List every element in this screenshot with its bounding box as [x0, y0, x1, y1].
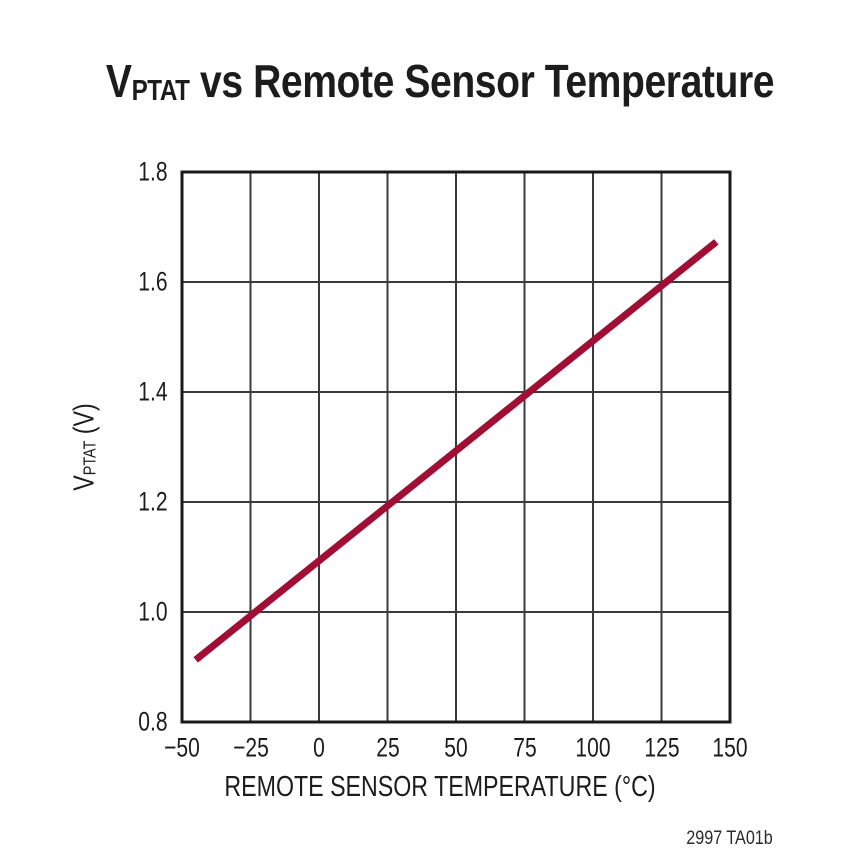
y-tick-label: 1.2	[138, 486, 168, 517]
y-axis-label: VPTAT (V)	[69, 403, 102, 490]
chart-title-rest: vs Remote Sensor Temperature	[189, 55, 775, 107]
y-tick-label: 0.8	[138, 706, 168, 737]
chart-title: VPTAT vs Remote Sensor Temperature	[105, 54, 775, 108]
x-tick-label: 50	[444, 732, 468, 763]
x-axis-label: REMOTE SENSOR TEMPERATURE (°C)	[224, 771, 656, 803]
x-tick-label: 100	[575, 732, 611, 763]
y-tick-label: 1.0	[138, 596, 168, 627]
plot-frame	[180, 170, 732, 724]
y-tick-label: 1.8	[138, 156, 168, 187]
x-tick-label: 150	[712, 732, 748, 763]
plot-area	[180, 170, 732, 724]
y-tick-label: 1.4	[138, 376, 168, 407]
x-tick-label: 75	[512, 732, 537, 763]
x-tick-label: −25	[232, 732, 269, 763]
x-tick-label: 0	[313, 732, 325, 763]
x-tick-label: −50	[164, 732, 200, 763]
y-tick-label: 1.6	[138, 266, 168, 297]
figure-note: 2997 TA01b	[686, 828, 773, 849]
x-tick-label: 125	[643, 732, 680, 763]
y-axis-label-subscript: PTAT	[79, 440, 100, 476]
chart-title-subscript: PTAT	[131, 75, 190, 108]
y-axis-label-rest: (V)	[68, 403, 101, 441]
series-line-vptat	[193, 239, 719, 663]
chart-title-prefix: V	[105, 55, 132, 107]
y-axis-label-prefix: V	[68, 475, 101, 491]
x-tick-label: 25	[375, 732, 400, 763]
